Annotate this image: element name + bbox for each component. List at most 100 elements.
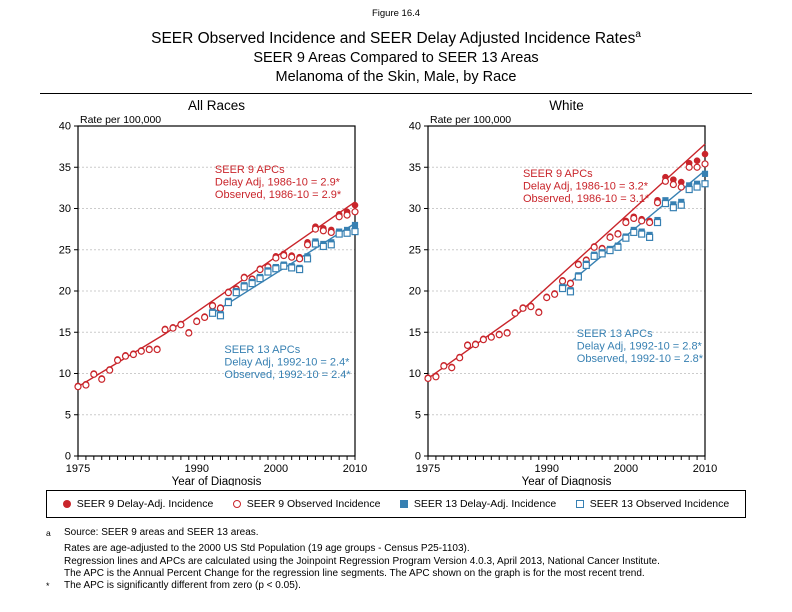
footnote-marker [46, 556, 64, 568]
data-point [669, 204, 677, 212]
y-axis-tick-label: 5 [415, 409, 421, 421]
x-axis-tick-label: 1975 [66, 463, 90, 475]
chart-panel-all-races: All Races Rate per 100,000 0 5 10 15 20 25 30 35 4… [40, 96, 392, 488]
data-point [686, 182, 693, 189]
y-axis-tick-label: 35 [409, 162, 421, 174]
apc-annotation-line: Observed, 1986-10 = 3.1* [523, 193, 650, 205]
data-point [590, 243, 598, 252]
y-axis-tick-label: 10 [59, 368, 71, 380]
data-point [145, 346, 153, 354]
data-point [288, 264, 296, 272]
data-point [216, 312, 225, 320]
x-axis-tick-label: 1990 [184, 463, 208, 475]
data-point [669, 181, 677, 189]
data-point [311, 225, 320, 233]
data-point [296, 266, 304, 274]
data-point [319, 227, 327, 235]
data-point [463, 342, 472, 350]
data-point [169, 324, 177, 332]
data-point [638, 230, 646, 238]
footnote-marker: * [46, 580, 50, 591]
figure-title-line1: SEER Observed Incidence and SEER Delay A… [151, 29, 641, 48]
data-point [543, 294, 551, 302]
data-point [82, 381, 90, 389]
legend-label: SEER 13 Observed Incidence [589, 498, 730, 511]
data-point [685, 163, 693, 172]
data-point [614, 243, 622, 252]
y-axis-tick-label: 0 [65, 451, 71, 463]
data-point [622, 234, 630, 242]
data-point [248, 280, 256, 288]
legend-label: SEER 9 Delay-Adj. Incidence [76, 498, 214, 511]
footnotes: a Source: SEER 9 areas and SEER 13 areas.… [46, 527, 752, 592]
data-point [685, 186, 693, 194]
data-point [311, 240, 320, 248]
y-axis-tick-label: 40 [409, 121, 421, 133]
data-point [598, 250, 606, 258]
figure-header: Figure 16.4 SEER Observed Incidence and … [0, 0, 792, 87]
data-point [343, 211, 351, 219]
data-point [638, 217, 646, 225]
data-point [161, 326, 169, 334]
data-point [551, 290, 559, 299]
data-point [193, 318, 201, 326]
data-point [240, 283, 248, 291]
data-point [630, 214, 638, 223]
data-point [479, 336, 488, 344]
data-point [511, 309, 519, 318]
data-point [677, 178, 685, 186]
data-point [432, 373, 440, 381]
y-axis-tick-label: 25 [59, 244, 71, 256]
data-point [335, 230, 343, 238]
x-axis-tick-label: 1975 [416, 463, 440, 475]
data-point [280, 252, 288, 260]
data-point [701, 150, 709, 158]
data-point [351, 202, 359, 209]
data-point [622, 219, 630, 227]
data-point [424, 375, 432, 383]
legend: SEER 9 Delay-Adj. Incidence SEER 9 Obser… [46, 490, 746, 519]
data-point [471, 341, 480, 349]
seer13-observed-open-square-icon [575, 500, 584, 509]
data-point [527, 303, 535, 311]
apc-annotation-line: Observed, 1992-10 = 2.4* [224, 369, 351, 381]
data-point [106, 366, 114, 374]
data-point [343, 229, 351, 238]
chart-title: White [549, 98, 584, 113]
seer9-observed-open-circle-icon [232, 500, 241, 509]
data-point [653, 199, 662, 207]
data-point [574, 273, 582, 281]
data-point [653, 219, 662, 227]
data-point [208, 302, 217, 310]
legend-item-seer13-observed: SEER 13 Observed Incidence [575, 498, 730, 511]
data-point [701, 170, 709, 178]
footnote-row: a Source: SEER 9 areas and SEER 13 areas. [46, 527, 752, 543]
y-axis-tick-label: 20 [409, 286, 421, 298]
footnote-text: The APC is the Annual Percent Change for… [64, 567, 645, 579]
header-divider [40, 93, 752, 95]
data-point [129, 351, 138, 359]
data-point [661, 200, 670, 208]
apc-annotation-line: Delay Adj, 1992-10 = 2.4* [224, 357, 350, 369]
white-chart: White Rate per 100,000 0 5 10 15 20 25 30 35 40 197… [409, 98, 717, 488]
y-axis-tick-label: 25 [409, 244, 421, 256]
data-point [185, 329, 193, 337]
figure-title-line3: Melanoma of the Skin, Male, by Race [275, 69, 517, 86]
data-point [677, 201, 685, 209]
data-point [606, 233, 614, 242]
data-point [272, 265, 280, 273]
data-point [232, 289, 240, 297]
footnote-row: The APC is the Annual Percent Change for… [46, 568, 752, 580]
data-point [495, 331, 503, 339]
data-point [677, 183, 685, 191]
data-point [558, 285, 567, 293]
data-point [693, 157, 701, 165]
x-axis-title: Year of Diagnosis [172, 476, 262, 486]
y-axis-title: Rate per 100,000 [80, 114, 161, 126]
data-point [98, 375, 106, 384]
data-point [303, 241, 312, 249]
y-axis-tick-label: 5 [65, 409, 71, 421]
data-point [113, 356, 122, 365]
y-axis-tick-label: 30 [409, 203, 421, 215]
x-axis-tick-label: 2000 [264, 463, 288, 475]
